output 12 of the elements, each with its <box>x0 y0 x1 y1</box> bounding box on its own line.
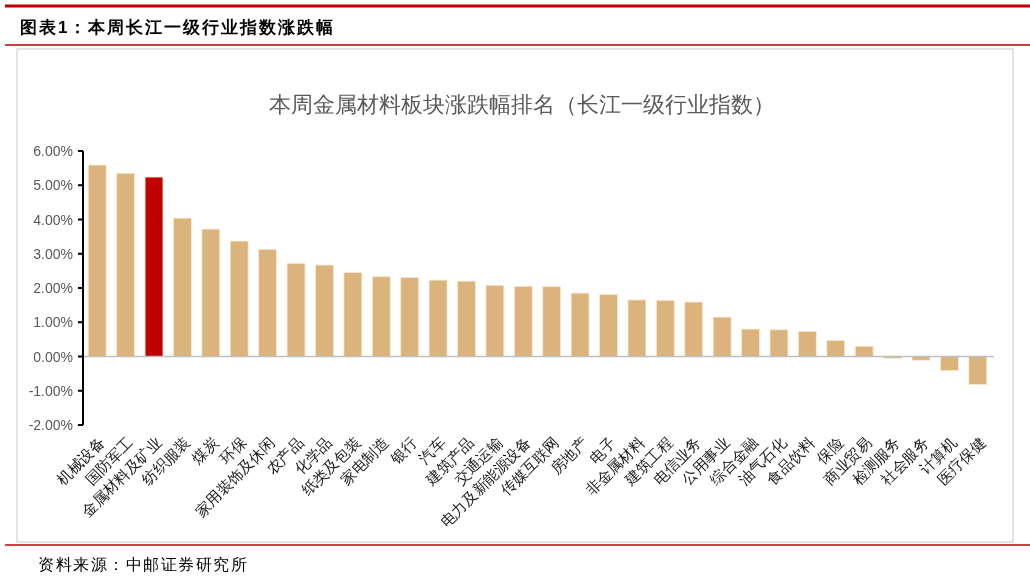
annotation: 图表1：本周长江一级行业指数涨跌幅 <box>20 18 336 37</box>
y-tick-label: 2.00% <box>33 280 73 296</box>
y-tick-label: -2.00% <box>28 417 73 433</box>
y-tick-label: 1.00% <box>33 314 73 331</box>
annotation: 资料来源：中邮证券研究所 <box>38 556 248 573</box>
y-tick-label: 3.00% <box>33 245 73 262</box>
y-tick-label: 6.00% <box>33 143 73 159</box>
y-tick-label: 4.00% <box>33 211 73 228</box>
y-tick-label: -1.00% <box>28 382 73 399</box>
y-tick-label: 5.00% <box>33 177 73 194</box>
title: 本周金属材料板块涨跌幅排名（长江一级行业指数） <box>269 92 775 117</box>
y-tick-label: 0.00% <box>33 348 73 365</box>
